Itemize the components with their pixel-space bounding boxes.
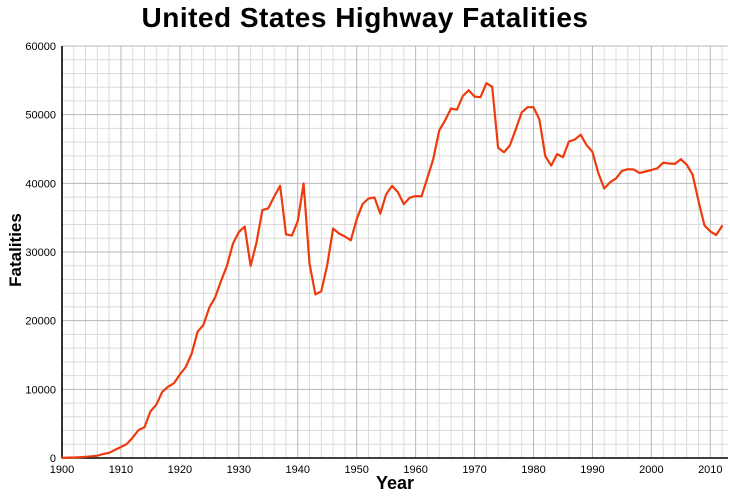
x-tick-label: 1930 [227, 464, 251, 476]
x-tick-label: 1950 [344, 464, 368, 476]
x-tick-label: 1920 [168, 464, 192, 476]
x-tick-label: 1940 [286, 464, 310, 476]
chart-title: United States Highway Fatalities [141, 2, 589, 33]
fatalities-line [60, 82, 724, 459]
y-tick-label: 0 [50, 453, 56, 465]
y-axis-label: Fatalities [6, 213, 25, 287]
x-tick-label: 1900 [50, 464, 74, 476]
y-tick-label: 40000 [25, 178, 56, 190]
y-tick-label: 10000 [25, 384, 56, 396]
x-tick-label: 2000 [639, 464, 663, 476]
x-axis-label: Year [375, 473, 415, 493]
x-tick-label: 1990 [580, 464, 604, 476]
x-tick-label: 1980 [521, 464, 545, 476]
x-tick-label: 1970 [462, 464, 486, 476]
y-tick-label: 20000 [25, 316, 56, 328]
x-tick-label: 1960 [403, 464, 427, 476]
x-tick-label: 2010 [698, 464, 722, 476]
x-tick-label: 1910 [109, 464, 133, 476]
y-tick-label: 60000 [25, 41, 56, 53]
y-tick-label: 50000 [25, 110, 56, 122]
y-tick-label: 30000 [25, 247, 56, 259]
